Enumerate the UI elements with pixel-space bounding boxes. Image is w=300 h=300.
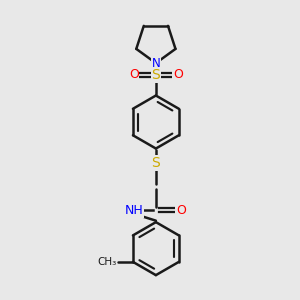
Text: O: O (129, 68, 139, 81)
Text: S: S (152, 156, 160, 170)
Text: CH₃: CH₃ (98, 257, 117, 267)
Text: N: N (152, 57, 160, 70)
Text: O: O (176, 204, 186, 217)
Text: S: S (152, 68, 160, 82)
Text: O: O (173, 68, 183, 81)
Text: NH: NH (124, 204, 143, 217)
